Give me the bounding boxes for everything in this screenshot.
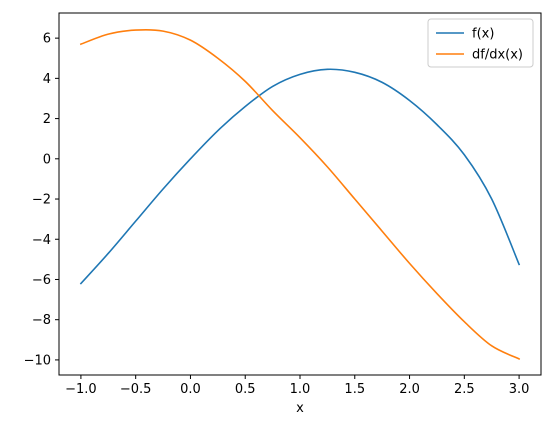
series-lines <box>79 28 521 360</box>
series-line-1 <box>79 68 521 285</box>
x-tick-label: 2.0 <box>399 382 420 397</box>
x-tick-label: 0.5 <box>235 382 256 397</box>
y-tick-label: 0 <box>43 152 51 167</box>
y-tick-label: −4 <box>32 233 51 248</box>
x-tick-label: 0.0 <box>180 382 201 397</box>
x-tick-label: −1.0 <box>65 382 97 397</box>
y-tick-label: −2 <box>32 193 51 208</box>
x-tick-label: 1.0 <box>290 382 311 397</box>
series-line-2 <box>79 28 521 360</box>
legend-label-1: f(x) <box>472 27 494 42</box>
y-tick-label: 4 <box>43 72 51 87</box>
legend: f(x) df/dx(x) <box>427 18 534 68</box>
x-axis-ticks: −1.0 −0.5 0.0 0.5 1.0 1.5 2.0 2.5 3.0 <box>65 375 529 397</box>
y-tick-label: −6 <box>32 273 51 288</box>
y-tick-label: −10 <box>24 353 51 368</box>
y-tick-label: −8 <box>32 313 51 328</box>
x-axis-label: x <box>296 401 304 416</box>
x-tick-label: 1.5 <box>344 382 365 397</box>
legend-box <box>427 18 534 68</box>
legend-label-2: df/dx(x) <box>472 48 523 63</box>
x-tick-label: 2.5 <box>454 382 475 397</box>
y-tick-label: 6 <box>43 32 51 47</box>
x-tick-label: 3.0 <box>509 382 530 397</box>
x-tick-label: −0.5 <box>120 382 152 397</box>
y-axis-ticks: −10 −8 −6 −4 −2 0 2 4 6 <box>24 32 59 368</box>
y-tick-label: 2 <box>43 112 51 127</box>
